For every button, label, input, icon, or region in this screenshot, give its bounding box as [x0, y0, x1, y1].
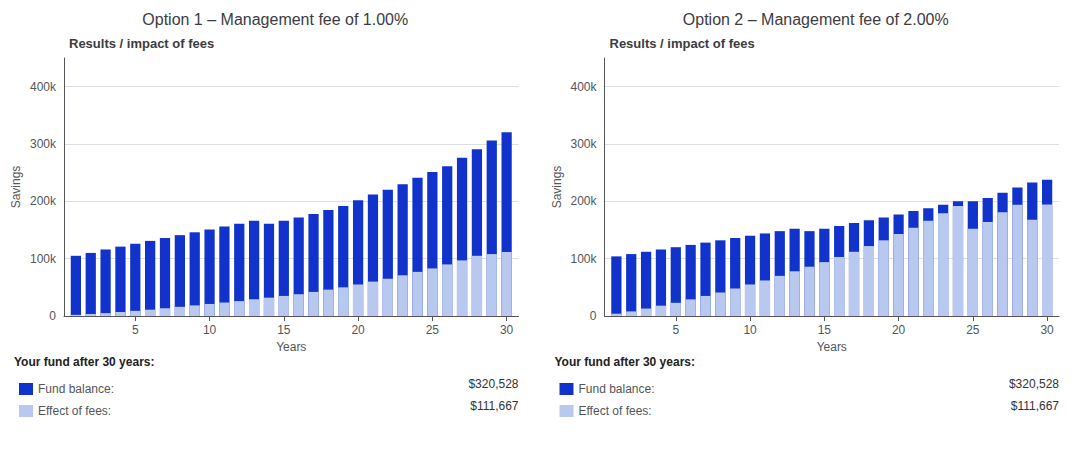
svg-text:Years: Years: [276, 340, 306, 354]
svg-text:200k: 200k: [570, 194, 597, 208]
svg-text:5: 5: [132, 323, 139, 337]
svg-text:400k: 400k: [30, 80, 57, 94]
svg-text:Results / impact of fees: Results / impact of fees: [610, 36, 755, 51]
svg-text:25: 25: [426, 323, 440, 337]
svg-text:15: 15: [277, 323, 291, 337]
svg-text:25: 25: [966, 323, 980, 337]
svg-text:Your fund after 30 years:: Your fund after 30 years:: [555, 355, 695, 369]
svg-text:0: 0: [590, 309, 597, 323]
svg-text:$111,667: $111,667: [1011, 399, 1060, 413]
svg-text:100k: 100k: [570, 252, 597, 266]
svg-text:10: 10: [743, 323, 757, 337]
svg-text:Option 2 – Management fee of 2: Option 2 – Management fee of 2.00%: [683, 11, 949, 28]
svg-text:$111,667: $111,667: [470, 399, 519, 413]
svg-text:100k: 100k: [30, 252, 57, 266]
svg-text:30: 30: [1040, 323, 1054, 337]
svg-text:Your fund after 30 years:: Your fund after 30 years:: [14, 355, 154, 369]
svg-text:Results / impact of fees: Results / impact of fees: [69, 36, 214, 51]
svg-text:Option 1 – Management fee of 1: Option 1 – Management fee of 1.00%: [142, 11, 408, 28]
svg-text:Fund balance:: Fund balance:: [38, 382, 114, 396]
svg-text:10: 10: [203, 323, 217, 337]
svg-text:0: 0: [49, 309, 56, 323]
svg-text:Fund balance:: Fund balance:: [579, 382, 655, 396]
svg-text:$320,528: $320,528: [1009, 377, 1059, 391]
svg-text:Savings: Savings: [9, 166, 23, 209]
svg-text:Effect of fees:: Effect of fees:: [579, 404, 652, 418]
svg-text:$320,528: $320,528: [468, 377, 518, 391]
svg-text:20: 20: [892, 323, 906, 337]
svg-text:400k: 400k: [570, 80, 597, 94]
svg-text:15: 15: [818, 323, 832, 337]
svg-text:300k: 300k: [30, 137, 57, 151]
svg-text:20: 20: [351, 323, 365, 337]
svg-text:Effect of fees:: Effect of fees:: [38, 404, 111, 418]
svg-text:5: 5: [672, 323, 679, 337]
svg-text:300k: 300k: [570, 137, 597, 151]
svg-text:Years: Years: [817, 340, 847, 354]
svg-text:30: 30: [500, 323, 514, 337]
svg-text:Savings: Savings: [550, 166, 564, 209]
svg-text:200k: 200k: [30, 194, 57, 208]
